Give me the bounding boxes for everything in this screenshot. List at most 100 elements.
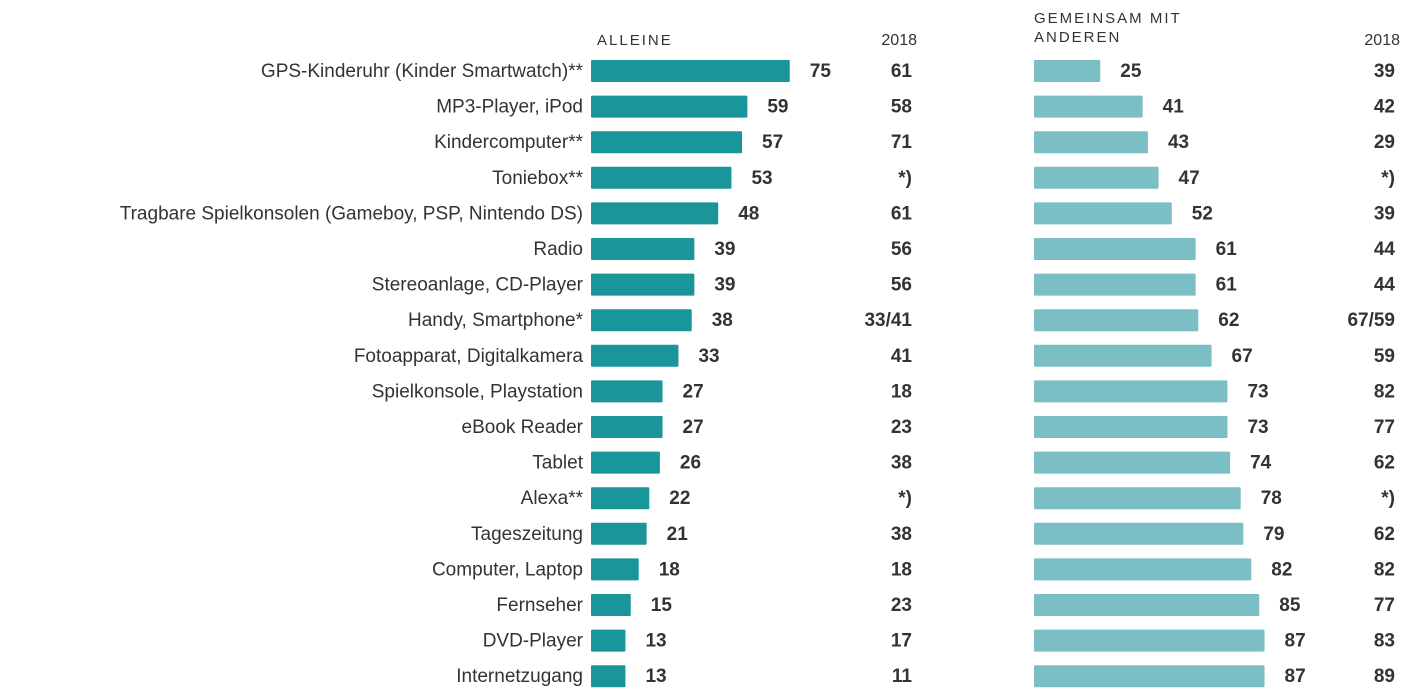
value-label: 79 xyxy=(1263,524,1284,545)
comparison-value: 11 xyxy=(892,666,913,687)
value-label: 78 xyxy=(1261,488,1282,509)
value-label: 75 xyxy=(810,61,832,82)
bar xyxy=(591,522,647,545)
bar xyxy=(591,487,650,510)
bar xyxy=(591,238,695,260)
bar xyxy=(1034,594,1260,616)
value-label: 47 xyxy=(1179,168,1200,189)
comparison-value: 59 xyxy=(1374,346,1395,367)
value-label: 67 xyxy=(1232,346,1253,367)
value-label: 38 xyxy=(712,310,733,331)
value-label: 33 xyxy=(698,346,719,367)
value-label: 74 xyxy=(1250,453,1272,474)
bar xyxy=(1034,451,1231,474)
category-label: Stereoanlage, CD-Player xyxy=(372,275,584,296)
panel-header: ALLEINE xyxy=(597,32,673,49)
bar xyxy=(591,629,626,652)
comparison-value: 23 xyxy=(891,417,912,438)
comparison-value: 18 xyxy=(891,559,912,580)
value-label: 13 xyxy=(645,631,666,652)
value-label: 61 xyxy=(1216,275,1238,296)
value-label: 59 xyxy=(767,97,788,118)
bar xyxy=(1034,380,1228,403)
comparison-value: 18 xyxy=(891,381,912,402)
bar xyxy=(591,273,695,296)
comparison-header: 2018 xyxy=(1364,32,1400,49)
value-label: 52 xyxy=(1192,203,1213,224)
bar xyxy=(1034,629,1265,652)
comparison-value: 82 xyxy=(1374,381,1395,402)
bar xyxy=(1034,522,1244,545)
value-label: 15 xyxy=(651,595,673,616)
value-label: 87 xyxy=(1285,631,1306,652)
bar xyxy=(1034,344,1212,367)
bar xyxy=(591,594,631,616)
bar xyxy=(591,558,639,581)
value-label: 57 xyxy=(762,132,783,153)
bar xyxy=(1034,166,1159,189)
value-label: 27 xyxy=(683,381,704,402)
comparison-value: *) xyxy=(898,488,912,509)
bar xyxy=(1034,95,1143,118)
category-label: Kindercomputer** xyxy=(434,132,584,153)
comparison-value: 42 xyxy=(1374,97,1395,118)
value-label: 26 xyxy=(680,453,701,474)
comparison-value: 62 xyxy=(1374,453,1395,474)
panel-header: GEMEINSAM MIT ANDEREN xyxy=(1034,10,1182,46)
bar xyxy=(591,344,679,367)
bar xyxy=(1034,273,1196,296)
category-label: Alexa** xyxy=(521,488,584,509)
value-label: 21 xyxy=(667,524,689,545)
comparison-value: 23 xyxy=(891,595,912,616)
comparison-value: 17 xyxy=(891,631,912,652)
value-label: 13 xyxy=(645,666,666,687)
bar xyxy=(1034,238,1196,260)
bar xyxy=(1034,309,1199,332)
value-label: 87 xyxy=(1285,666,1306,687)
comparison-value: 77 xyxy=(1374,417,1395,438)
comparison-value: 62 xyxy=(1374,524,1395,545)
comparison-value: 82 xyxy=(1374,559,1395,580)
category-label: Tageszeitung xyxy=(471,524,583,545)
category-label: Tablet xyxy=(532,453,583,474)
category-label: eBook Reader xyxy=(462,417,584,438)
bar xyxy=(1034,416,1228,438)
comparison-value: 39 xyxy=(1374,203,1395,224)
category-label: Internetzugang xyxy=(456,666,583,687)
category-label: Spielkonsole, Playstation xyxy=(372,381,583,402)
value-label: 82 xyxy=(1271,559,1292,580)
value-label: 61 xyxy=(1216,239,1238,260)
comparison-value: 39 xyxy=(1374,61,1395,82)
value-label: 18 xyxy=(659,559,680,580)
category-label: Toniebox** xyxy=(492,168,583,189)
value-label: 41 xyxy=(1163,97,1185,118)
value-label: 22 xyxy=(669,488,690,509)
bar xyxy=(1034,131,1148,154)
value-label: 39 xyxy=(714,239,735,260)
value-label: 27 xyxy=(683,417,704,438)
bar xyxy=(591,309,692,332)
value-label: 53 xyxy=(751,168,772,189)
bar xyxy=(591,665,626,688)
value-label: 48 xyxy=(738,203,759,224)
bar xyxy=(1034,665,1265,688)
comparison-value: 77 xyxy=(1374,595,1395,616)
comparison-value: 33/41 xyxy=(864,310,912,331)
comparison-value: 56 xyxy=(891,275,912,296)
bar xyxy=(1034,487,1241,510)
bar xyxy=(591,380,663,403)
category-label: Fernseher xyxy=(496,595,583,616)
comparison-value: 38 xyxy=(891,524,912,545)
bar xyxy=(1034,202,1172,225)
comparison-value: 71 xyxy=(891,132,913,153)
comparison-value: 67/59 xyxy=(1347,310,1395,331)
category-label: GPS-Kinderuhr (Kinder Smartwatch)** xyxy=(261,61,584,82)
comparison-value: 61 xyxy=(891,203,913,224)
bar xyxy=(1034,558,1252,581)
comparison-value: 44 xyxy=(1374,239,1396,260)
category-label: DVD-Player xyxy=(483,631,584,652)
value-label: 73 xyxy=(1247,417,1268,438)
bar xyxy=(591,166,732,189)
bar xyxy=(591,202,719,225)
